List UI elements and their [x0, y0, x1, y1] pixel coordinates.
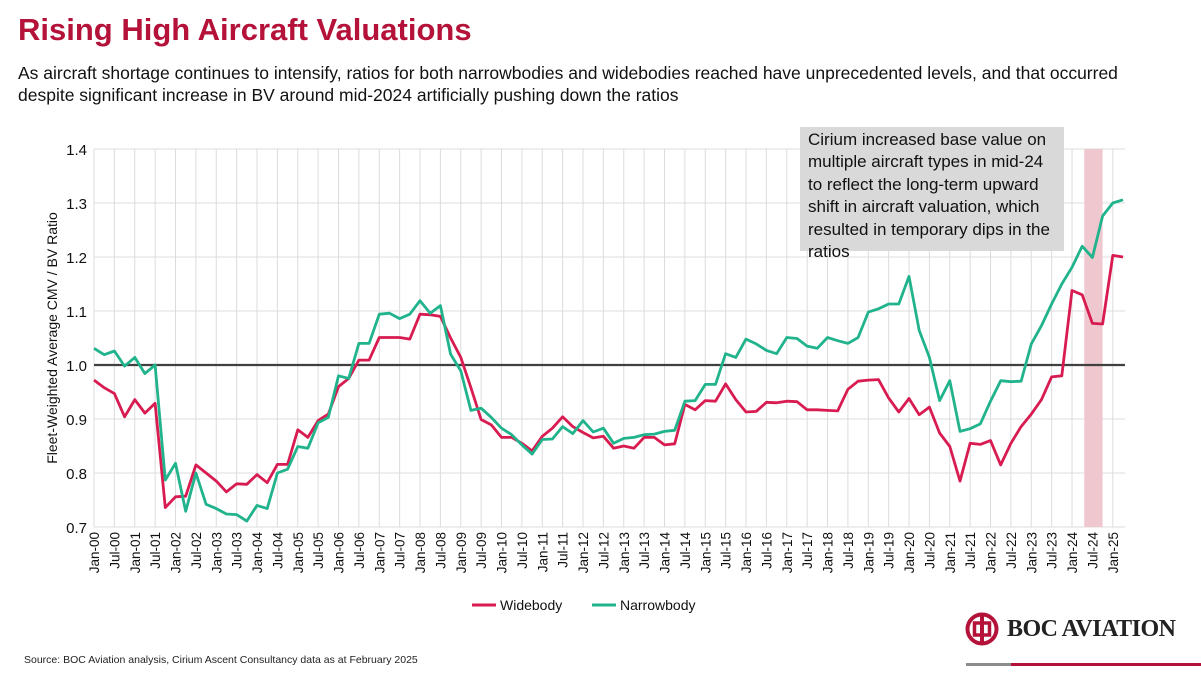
series-lines: [93, 198, 1124, 523]
x-tick-label: Jul-22: [1004, 532, 1019, 569]
x-tick-label: Jul-04: [270, 532, 285, 569]
logo-divider: [966, 663, 1201, 666]
x-tick-label: Jan-08: [413, 532, 428, 573]
y-tick-label: 0.9: [66, 412, 87, 429]
boc-emblem-icon: [965, 612, 999, 646]
y-tick-label: 1.0: [66, 358, 87, 375]
x-tick-label: Jul-19: [882, 532, 897, 569]
x-tick-label: Jul-01: [148, 532, 163, 569]
x-tick-label: Jan-20: [902, 532, 917, 573]
x-tick-label: Jul-09: [474, 532, 489, 569]
x-tick-label: Jul-18: [841, 532, 856, 569]
x-tick-label: Jan-00: [87, 532, 102, 573]
x-tick-label: Jul-24: [1085, 532, 1100, 569]
x-tick-label: Jul-23: [1045, 532, 1060, 569]
boc-aviation-logo: BOC AVIATION: [965, 612, 1176, 646]
shaded-band: [1084, 149, 1103, 527]
x-tick-label: Jan-23: [1024, 532, 1039, 573]
y-tick-label: 0.7: [66, 520, 87, 537]
x-tick-label: Jan-11: [535, 532, 550, 572]
x-tick-label: Jul-11: [556, 532, 571, 568]
x-tick-labels: Jan-00 Jul-00 Jan-01 Jul-01 Jan-02 Jul-02 Jan-…: [87, 532, 1121, 574]
x-tick-label: Jul-13: [637, 532, 652, 569]
x-tick-label: Jul-02: [189, 532, 204, 569]
x-tick-label: Jan-24: [1065, 532, 1080, 574]
y-tick-label: 1.3: [66, 196, 87, 213]
x-tick-label: Jan-12: [576, 532, 591, 573]
y-tick-label: 0.8: [66, 466, 87, 483]
y-axis-label: Fleet-Weighted Average CMV / BV Ratio: [44, 212, 60, 464]
series-line-narrowbody: [93, 198, 1124, 523]
x-tick-label: Jan-14: [658, 532, 673, 574]
x-tick-label: Jul-00: [107, 532, 122, 569]
x-tick-label: Jul-15: [719, 532, 734, 569]
x-tick-label: Jul-20: [922, 532, 937, 569]
x-tick-label: Jan-19: [861, 532, 876, 573]
x-tick-label: Jan-18: [821, 532, 836, 573]
legend-label-widebody: Widebody: [500, 597, 562, 613]
y-tick-labels: 0.7 0.8 0.9 1.0 1.1 1.2 1.3 1.4: [66, 142, 87, 537]
source-note: Source: BOC Aviation analysis, Cirium As…: [24, 654, 418, 666]
x-tick-label: Jan-02: [169, 532, 184, 573]
x-tick-label: Jul-17: [800, 532, 815, 569]
logo-text: BOC AVIATION: [1007, 615, 1176, 642]
x-tick-label: Jul-12: [596, 532, 611, 569]
y-tick-label: 1.2: [66, 250, 87, 267]
x-tick-label: Jan-07: [372, 532, 387, 573]
y-tick-label: 1.1: [66, 304, 87, 321]
mid-2024-bv-adjustment-band: [1084, 149, 1103, 527]
x-tick-label: Jan-05: [291, 532, 306, 573]
x-tick-label: Jul-16: [759, 532, 774, 569]
x-tick-label: Jan-03: [209, 532, 224, 573]
x-tick-label: Jan-04: [250, 532, 265, 574]
x-tick-label: Jul-21: [963, 532, 978, 569]
x-tick-label: Jan-01: [128, 532, 143, 573]
x-tick-label: Jan-16: [739, 532, 754, 573]
x-tick-label: Jul-05: [311, 532, 326, 569]
x-tick-label: Jul-10: [515, 532, 530, 569]
x-tick-label: Jan-06: [332, 532, 347, 573]
legend: Widebody Narrowbody: [472, 597, 695, 613]
page-title: Rising High Aircraft Valuations: [18, 12, 472, 47]
x-tick-label: Jan-17: [780, 532, 795, 573]
x-tick-label: Jul-06: [352, 532, 367, 569]
y-tick-label: 1.4: [66, 142, 87, 159]
x-tick-label: Jan-15: [698, 532, 713, 573]
x-tick-label: Jan-22: [984, 532, 999, 573]
page-subtitle: As aircraft shortage continues to intens…: [18, 63, 1118, 105]
annotation-box: Cirium increased base value on multiple …: [800, 127, 1064, 261]
x-tick-label: Jul-08: [433, 532, 448, 569]
x-tick-label: Jan-13: [617, 532, 632, 573]
x-tick-label: Jan-25: [1106, 532, 1121, 573]
x-tick-label: Jan-21: [943, 532, 958, 573]
x-tick-label: Jul-14: [678, 532, 693, 569]
legend-label-narrowbody: Narrowbody: [620, 597, 695, 613]
x-tick-label: Jul-03: [230, 532, 245, 569]
x-tick-label: Jul-07: [393, 532, 408, 569]
x-tick-label: Jan-10: [495, 532, 510, 573]
x-tick-label: Jan-09: [454, 532, 469, 573]
series-line-widebody: [93, 253, 1124, 510]
